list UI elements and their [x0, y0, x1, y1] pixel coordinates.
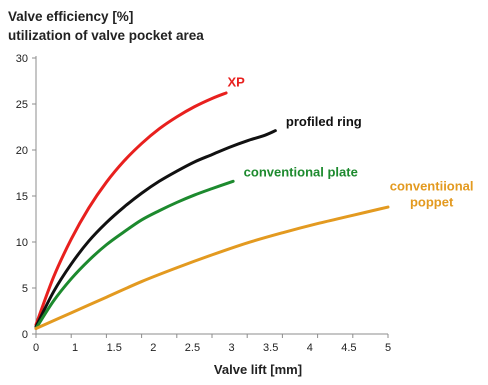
x-tick-label: 4 [307, 342, 313, 354]
series-line-1 [34, 129, 277, 329]
series-labels: XP profiled ring conventional plate convent… [227, 75, 473, 210]
x-tick-label: 4.5 [341, 342, 356, 354]
y-tick-label: 20 [16, 145, 28, 157]
axes [32, 56, 389, 338]
series-label: conventional plate [244, 165, 358, 180]
y-tick-label: 10 [16, 237, 28, 249]
series-line-2 [34, 179, 235, 330]
x-tick-label: 1.5 [107, 342, 122, 354]
series-label: profiled ring [286, 114, 362, 129]
x-tick-label: 5 [385, 342, 391, 354]
series-lines [34, 91, 390, 330]
x-tick-label: 3.5 [263, 342, 278, 354]
series-label: XP [227, 75, 245, 90]
chart-title: Valve efficiency [%] [8, 9, 133, 24]
x-tick-label: 2 [150, 342, 156, 354]
x-tick-label: 0 [33, 342, 39, 354]
y-tick-label: 15 [16, 191, 28, 203]
series-label: poppet [410, 194, 454, 209]
series-line-3 [34, 205, 390, 330]
x-tick-label: 1 [72, 342, 78, 354]
tick-labels: 0 5 10 15 20 25 30 0 1 1.5 2 2.5 3 3.5 4 4.5 5 [16, 53, 391, 354]
y-tick-label: 30 [16, 53, 28, 65]
chart-subtitle: utilization of valve pocket area [8, 28, 204, 43]
series-line-0 [34, 91, 228, 327]
series-label: conventiional [390, 178, 474, 193]
y-tick-label: 5 [22, 283, 28, 295]
x-tick-label: 2.5 [185, 342, 200, 354]
y-tick-label: 0 [22, 329, 28, 341]
y-tick-label: 25 [16, 99, 28, 111]
x-tick-label: 3 [228, 342, 234, 354]
x-axis-label: Valve lift [mm] [214, 362, 302, 377]
